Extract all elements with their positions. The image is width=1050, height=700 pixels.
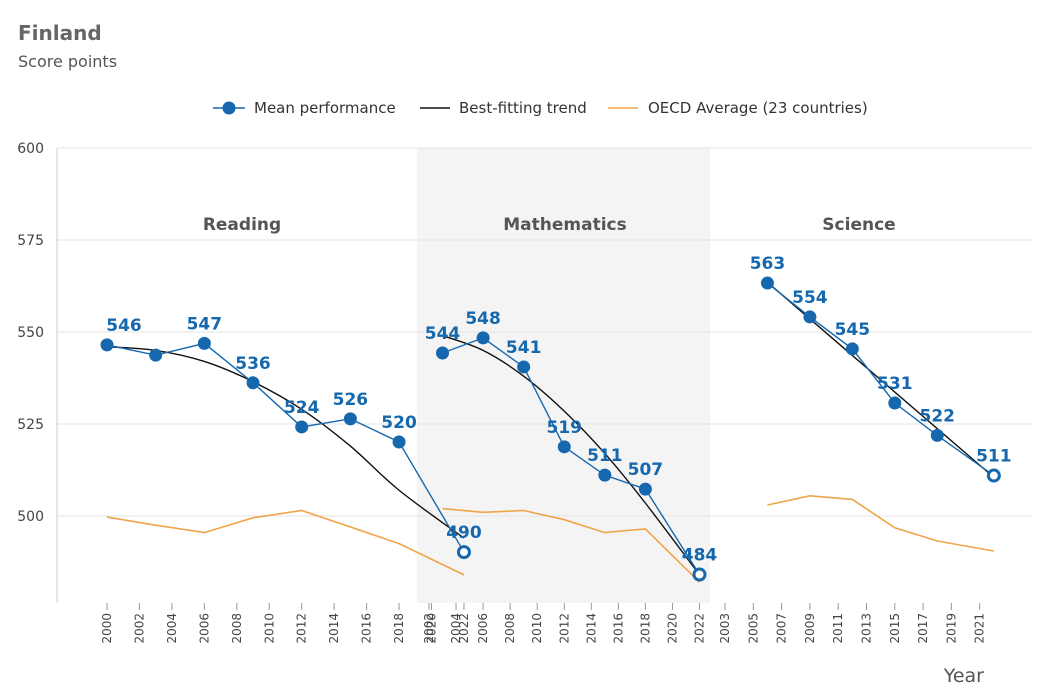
oecd-average-line-reading xyxy=(106,509,465,576)
mean-performance-point-mathematics xyxy=(436,346,450,360)
x-tick-label: 2015 xyxy=(888,613,902,644)
x-tick-label: 2014 xyxy=(327,613,341,644)
x-tick-label: 2018 xyxy=(392,613,406,644)
mean-performance-point-science xyxy=(760,276,774,290)
mean-performance-point-mathematics xyxy=(598,468,612,482)
chart-subtitle: Score points xyxy=(18,52,118,71)
x-tick-label: 2009 xyxy=(803,613,817,644)
y-tick-label: 575 xyxy=(17,233,44,249)
mean-performance-point-science xyxy=(930,428,944,442)
mean-performance-point-reading xyxy=(149,348,163,362)
x-tick-label: 2018 xyxy=(638,613,652,644)
trend-line-mathematics xyxy=(442,335,701,576)
legend-item-best-fitting-trend: Best-fitting trend xyxy=(459,99,587,117)
data-label: 547 xyxy=(187,314,223,334)
x-tick-label: 2004 xyxy=(449,613,463,644)
x-axis-label: Year xyxy=(943,665,984,687)
x-tick-label: 2020 xyxy=(665,613,679,644)
data-label: 554 xyxy=(792,288,828,308)
y-tick-label: 600 xyxy=(17,141,44,157)
mean-performance-point-mathematics xyxy=(476,331,490,345)
mean-performance-point-reading xyxy=(246,376,260,390)
legend-item-oecd-average: OECD Average (23 countries) xyxy=(648,99,868,117)
x-tick-label: 2006 xyxy=(476,613,490,644)
x-tick-label: 2019 xyxy=(944,613,958,644)
x-tick-label: 2017 xyxy=(916,613,930,644)
data-label: 526 xyxy=(333,390,369,410)
x-tick-label: 2002 xyxy=(132,613,146,644)
panel-title-science: Science xyxy=(822,215,895,235)
shaded-panel-background xyxy=(417,148,710,603)
mean-performance-point-reading xyxy=(100,338,114,352)
panel-title-reading: Reading xyxy=(203,215,281,235)
data-label: 511 xyxy=(587,446,623,466)
x-tick-label: 2010 xyxy=(262,613,276,644)
x-tick-label: 2008 xyxy=(503,613,517,644)
data-label: 519 xyxy=(547,418,583,438)
mean-performance-point-mathematics xyxy=(557,440,571,454)
mean-performance-point-science xyxy=(986,468,1001,483)
x-tick-label: 2016 xyxy=(611,613,625,644)
x-tick-label: 2008 xyxy=(230,613,244,644)
data-label: 507 xyxy=(628,460,664,480)
x-tick-label: 2022 xyxy=(693,613,707,644)
x-tick-label: 2006 xyxy=(197,613,211,644)
trend-line-reading xyxy=(106,346,465,539)
data-label: 484 xyxy=(682,546,718,566)
x-tick-label: 2002 xyxy=(422,613,436,644)
x-tick-label: 2014 xyxy=(584,613,598,644)
data-label: 520 xyxy=(381,413,417,433)
y-tick-label: 525 xyxy=(17,417,44,433)
mean-performance-point-reading xyxy=(197,336,211,350)
x-tick-label: 2010 xyxy=(530,613,544,644)
x-tick-label: 2007 xyxy=(775,613,789,644)
x-tick-label: 2012 xyxy=(557,613,571,644)
x-tick-label: 2022 xyxy=(457,613,471,644)
mean-performance-point-mathematics xyxy=(517,360,531,374)
mean-performance-line-science xyxy=(767,282,995,477)
mean-performance-point-science xyxy=(803,310,817,324)
data-label: 541 xyxy=(506,338,542,358)
data-label: 511 xyxy=(976,447,1012,467)
chart-title: Finland xyxy=(18,21,102,45)
mean-performance-point-mathematics xyxy=(692,567,707,582)
y-tick-label: 500 xyxy=(17,509,44,525)
data-label: 563 xyxy=(750,254,786,274)
data-label: 536 xyxy=(235,354,271,374)
mean-performance-point-reading xyxy=(343,412,357,426)
x-tick-label: 2004 xyxy=(165,613,179,644)
x-tick-label: 2003 xyxy=(718,613,732,644)
mean-performance-point-science xyxy=(888,396,902,410)
data-label: 545 xyxy=(835,320,871,340)
x-tick-label: 2012 xyxy=(295,613,309,644)
mean-performance-point-science xyxy=(845,342,859,356)
oecd-average-line-mathematics xyxy=(442,507,701,583)
legend-mean-marker xyxy=(222,101,236,115)
mean-performance-line-reading xyxy=(106,342,465,553)
oecd-average-line-science xyxy=(767,494,995,552)
x-tick-label: 2005 xyxy=(746,613,760,644)
data-label: 548 xyxy=(465,309,501,329)
legend-item-mean-performance: Mean performance xyxy=(254,99,396,117)
y-tick-label: 550 xyxy=(17,325,44,341)
data-label: 531 xyxy=(877,374,913,394)
data-label: 522 xyxy=(920,406,956,426)
data-label: 546 xyxy=(106,316,142,336)
mean-performance-point-reading xyxy=(295,420,309,434)
x-tick-label: 2000 xyxy=(100,613,114,644)
x-tick-label: 2020 xyxy=(425,613,439,644)
mean-performance-point-mathematics xyxy=(638,482,652,496)
x-tick-label: 2013 xyxy=(860,613,874,644)
data-label: 490 xyxy=(446,523,482,543)
data-label: 524 xyxy=(284,398,320,418)
x-tick-label: 2021 xyxy=(973,613,987,644)
x-tick-label: 2011 xyxy=(831,613,845,644)
mean-performance-point-reading xyxy=(392,435,406,449)
mean-performance-point-reading xyxy=(456,545,471,560)
panel-title-mathematics: Mathematics xyxy=(503,215,626,235)
x-tick-label: 2016 xyxy=(360,613,374,644)
data-label: 544 xyxy=(425,324,461,344)
